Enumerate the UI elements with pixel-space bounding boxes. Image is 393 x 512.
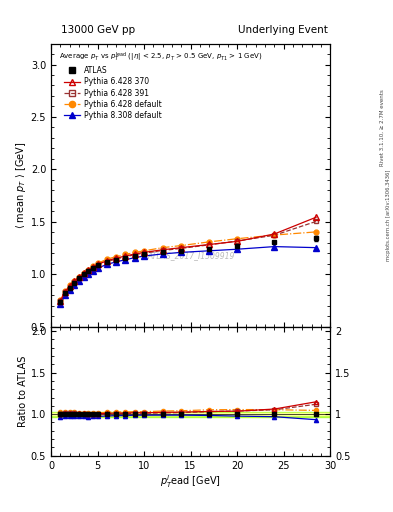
Text: 13000 GeV pp: 13000 GeV pp bbox=[61, 25, 135, 35]
Y-axis label: $\langle$ mean $p_T$ $\rangle$ [GeV]: $\langle$ mean $p_T$ $\rangle$ [GeV] bbox=[14, 141, 28, 229]
X-axis label: $p_T^l$ead [GeV]: $p_T^l$ead [GeV] bbox=[160, 473, 221, 490]
Text: mcplots.cern.ch [arXiv:1306.3436]: mcplots.cern.ch [arXiv:1306.3436] bbox=[386, 169, 391, 261]
Y-axis label: Ratio to ATLAS: Ratio to ATLAS bbox=[18, 356, 28, 427]
Text: Underlying Event: Underlying Event bbox=[238, 25, 328, 35]
Legend: ATLAS, Pythia 6.428 370, Pythia 6.428 391, Pythia 6.428 default, Pythia 8.308 de: ATLAS, Pythia 6.428 370, Pythia 6.428 39… bbox=[61, 63, 165, 123]
Text: ATLAS_2017_I1509919: ATLAS_2017_I1509919 bbox=[147, 251, 234, 261]
Text: Average $p_T$ vs $p_T^{\rm lead}$ ($|\eta|$ < 2.5, $p_T$ > 0.5 GeV, $p_{T1}$ > 1: Average $p_T$ vs $p_T^{\rm lead}$ ($|\et… bbox=[59, 51, 263, 64]
Text: Rivet 3.1.10, ≥ 2.7M events: Rivet 3.1.10, ≥ 2.7M events bbox=[380, 90, 384, 166]
